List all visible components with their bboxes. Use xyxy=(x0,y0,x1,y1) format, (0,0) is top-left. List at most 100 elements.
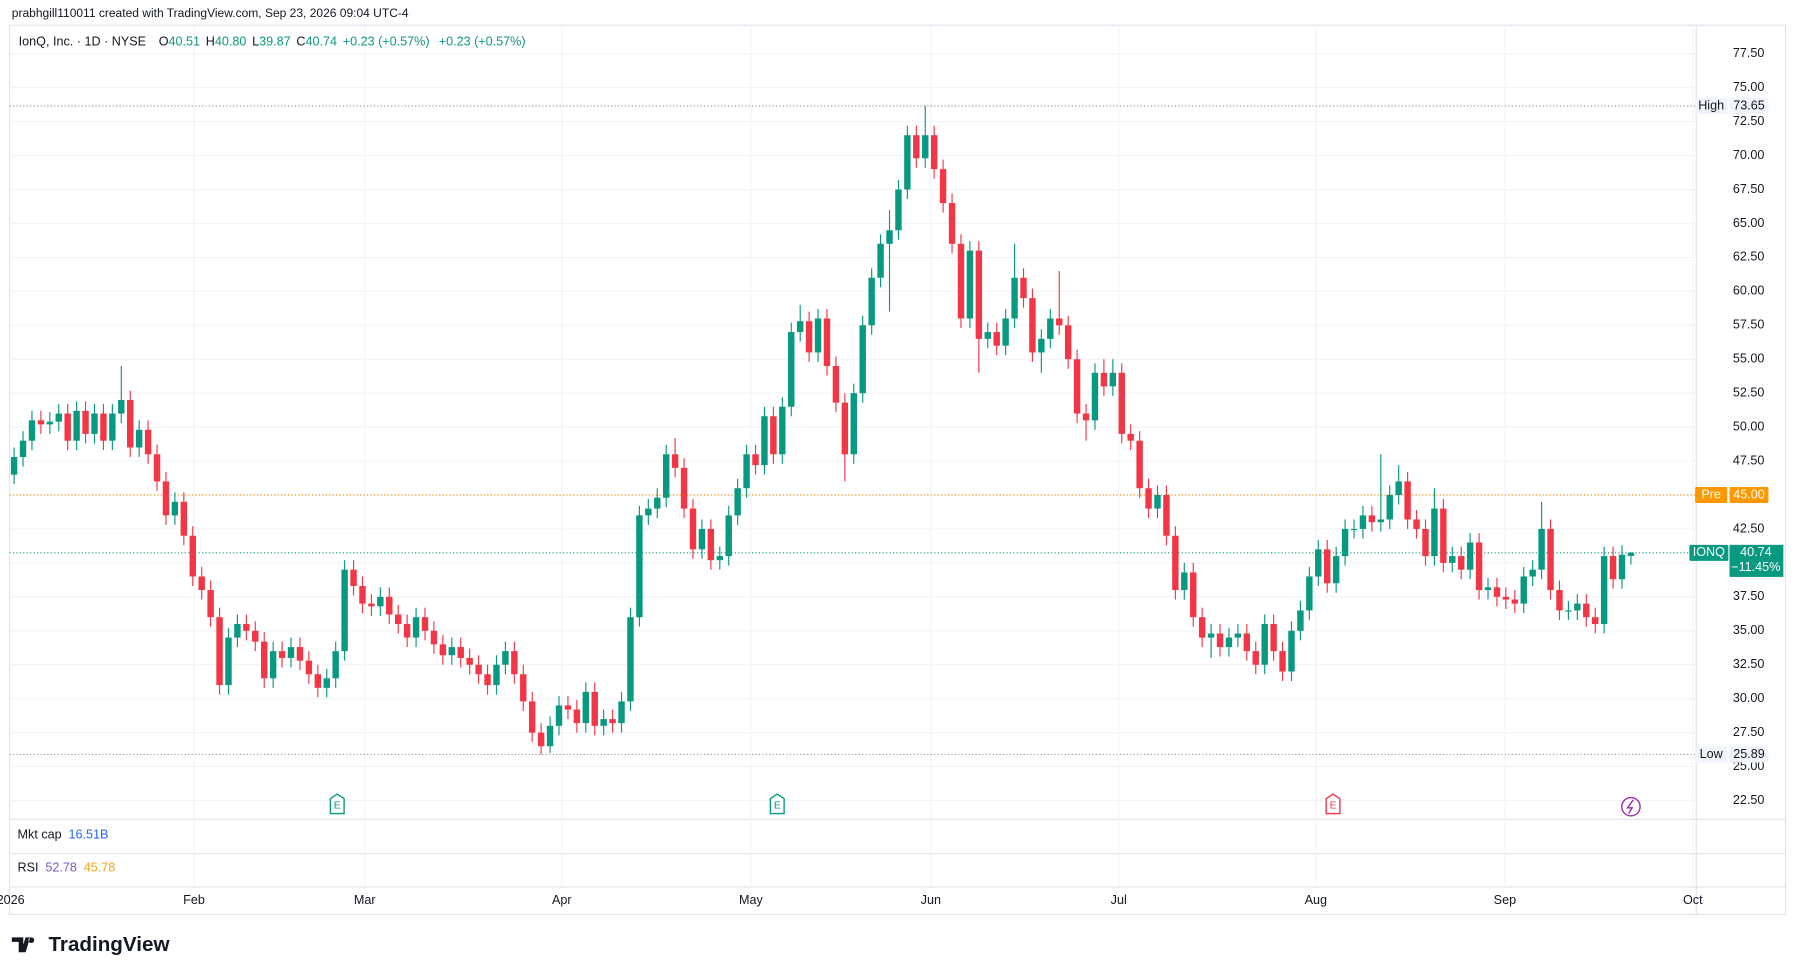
price-line-value-text: 45.00 xyxy=(1733,487,1765,501)
candle-body xyxy=(537,732,545,747)
candle-body xyxy=(555,705,563,726)
change: +0.23 (+0.57%) xyxy=(439,35,526,49)
candle-body xyxy=(814,318,822,353)
candle-body xyxy=(930,135,938,170)
candle-body xyxy=(28,420,36,441)
candle-body xyxy=(1207,633,1215,638)
candle-body xyxy=(341,569,348,652)
last-symbol-box xyxy=(1689,544,1729,561)
candle-body xyxy=(243,623,250,631)
y-tick-label: 65.00 xyxy=(1733,216,1765,230)
candle-body xyxy=(1466,542,1474,570)
candle-body xyxy=(162,481,170,516)
candle-body xyxy=(796,321,804,333)
candle-body xyxy=(1234,633,1242,638)
x-tick-label: Sep xyxy=(1494,893,1516,907)
candle-body xyxy=(368,603,375,607)
candle-body xyxy=(1324,549,1331,584)
candle-body xyxy=(82,410,89,434)
candle-body xyxy=(412,617,420,638)
candle-body xyxy=(135,429,143,448)
y-tick-label: 77.50 xyxy=(1733,46,1765,60)
candle-body xyxy=(698,528,706,550)
candle-body xyxy=(743,454,750,489)
candle-body xyxy=(1350,528,1358,531)
candle-body xyxy=(1315,549,1322,577)
y-tick-label: 50.00 xyxy=(1733,419,1765,433)
candle-body xyxy=(1422,528,1429,557)
indicator-name: RSI xyxy=(18,861,39,875)
candle-body xyxy=(868,277,875,326)
candle-body xyxy=(877,243,884,278)
candle-body xyxy=(207,590,214,618)
candle-body xyxy=(975,250,983,339)
candle-body xyxy=(1627,552,1635,556)
candle-body xyxy=(1082,413,1090,421)
indicator-legend: Mkt cap 16.51B xyxy=(18,828,109,842)
price-line-value-box xyxy=(1729,97,1769,115)
candle-body xyxy=(1359,515,1367,529)
candle-body xyxy=(323,678,330,688)
candle-body xyxy=(359,585,366,604)
candle-body xyxy=(1395,481,1402,496)
candle-body xyxy=(770,416,777,455)
candle-body xyxy=(475,664,482,675)
ohlc-key: H xyxy=(206,35,215,49)
earnings-label: E xyxy=(774,800,781,811)
candle-body xyxy=(46,421,54,425)
candle-body xyxy=(1386,495,1393,520)
candle-body xyxy=(823,318,831,367)
candle-body xyxy=(261,641,268,679)
earnings-label: E xyxy=(334,800,341,811)
candle-body xyxy=(582,691,590,724)
x-tick-label: Jul xyxy=(1111,893,1127,907)
y-tick-label: 27.50 xyxy=(1733,725,1765,739)
candle-body xyxy=(225,637,232,686)
candle-body xyxy=(118,399,125,414)
candle-body xyxy=(439,644,447,656)
candle-body xyxy=(984,332,991,339)
x-tick-label: Feb xyxy=(183,893,205,907)
candle-body xyxy=(1109,372,1117,387)
candle-body xyxy=(127,399,134,448)
candle-body xyxy=(546,725,554,747)
candle-body xyxy=(1198,617,1206,638)
candle-body xyxy=(314,674,322,688)
indicator-value: 45.78 xyxy=(84,861,116,875)
candle-body xyxy=(957,243,965,319)
candle-body xyxy=(421,617,429,631)
candle-body xyxy=(91,413,98,434)
y-tick-label: 67.50 xyxy=(1733,182,1765,196)
candle-body xyxy=(689,508,697,550)
candle-body xyxy=(1073,359,1081,414)
legend: IonQ, Inc. · 1D · NYSE O40.51 H40.80 L39.8… xyxy=(19,35,526,49)
candle-body xyxy=(850,393,857,455)
candle-body xyxy=(573,709,581,724)
candle-body xyxy=(180,501,188,536)
price-line-value-text: 25.89 xyxy=(1733,747,1765,761)
candle-body xyxy=(1154,495,1161,509)
candle-body xyxy=(993,332,1000,346)
candle-body xyxy=(1538,528,1545,570)
candle-body xyxy=(636,515,643,618)
candle-body xyxy=(1145,488,1152,509)
candle-body xyxy=(1574,603,1581,611)
candle-body xyxy=(913,135,920,159)
candle-body xyxy=(725,515,732,557)
candle-body xyxy=(1127,433,1134,441)
candle-body xyxy=(1038,338,1045,353)
candle-body xyxy=(109,413,116,441)
price-line-label-text: High xyxy=(1698,98,1724,112)
x-tick-label: Oct xyxy=(1683,893,1703,907)
indicator-value: 16.51B xyxy=(69,828,109,842)
price-line-label-box xyxy=(1695,486,1728,504)
candle-body xyxy=(1011,277,1018,319)
candle-body xyxy=(1225,637,1233,648)
candle-body xyxy=(144,429,152,455)
candle-body xyxy=(1181,572,1188,591)
candle-body xyxy=(1029,298,1036,353)
candle-body xyxy=(1341,528,1349,557)
candle-body xyxy=(922,135,929,159)
candle-body xyxy=(1216,633,1224,648)
candle-body xyxy=(1618,554,1626,580)
